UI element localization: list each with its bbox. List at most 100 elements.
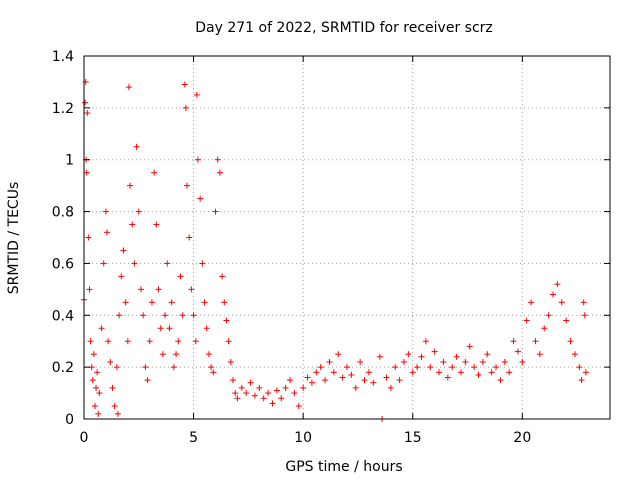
data-point bbox=[104, 229, 111, 236]
data-point bbox=[414, 364, 421, 371]
data-point bbox=[85, 234, 92, 241]
data-point bbox=[107, 358, 114, 365]
data-point bbox=[159, 351, 166, 358]
data-point bbox=[313, 369, 320, 376]
data-point bbox=[184, 182, 191, 189]
data-point bbox=[361, 377, 368, 384]
data-point bbox=[532, 338, 539, 345]
data-point bbox=[396, 377, 403, 384]
data-point bbox=[344, 364, 350, 371]
data-point bbox=[387, 384, 394, 391]
data-point bbox=[475, 371, 482, 378]
data-point bbox=[113, 364, 120, 371]
data-point bbox=[466, 343, 473, 350]
data-point bbox=[335, 351, 342, 358]
y-tick-label: 0.4 bbox=[52, 308, 74, 324]
data-point bbox=[153, 221, 160, 228]
data-point bbox=[247, 379, 254, 386]
data-point bbox=[127, 182, 134, 189]
axis-ticks: 0 0.2 0.4 0.6 0.8 1 1.2 1.4 0 5 10 15 20 bbox=[52, 49, 610, 446]
data-point bbox=[137, 286, 144, 293]
data-point bbox=[125, 84, 132, 91]
data-point bbox=[256, 384, 263, 391]
data-point bbox=[86, 286, 93, 293]
data-point bbox=[148, 299, 155, 306]
data-point bbox=[431, 348, 438, 355]
y-tick-label: 0.6 bbox=[52, 256, 74, 272]
data-point bbox=[114, 410, 121, 417]
data-point bbox=[91, 403, 98, 410]
data-point bbox=[357, 358, 364, 365]
data-point bbox=[162, 312, 169, 319]
data-point bbox=[582, 369, 589, 376]
data-point bbox=[488, 369, 495, 376]
data-point bbox=[98, 325, 105, 332]
data-point bbox=[260, 395, 267, 402]
data-point bbox=[182, 104, 189, 111]
data-point bbox=[210, 369, 217, 376]
data-point bbox=[545, 312, 552, 319]
y-tick-label: 0.2 bbox=[52, 360, 74, 376]
data-point bbox=[203, 325, 210, 332]
data-point bbox=[90, 351, 97, 358]
data-point bbox=[131, 260, 138, 267]
data-point bbox=[580, 299, 587, 306]
data-point bbox=[484, 351, 491, 358]
data-points bbox=[81, 78, 589, 422]
data-point bbox=[190, 312, 197, 319]
data-point bbox=[164, 260, 171, 267]
data-point bbox=[120, 247, 127, 254]
data-point bbox=[124, 338, 131, 345]
data-point bbox=[383, 374, 390, 381]
data-point bbox=[82, 99, 89, 106]
data-point bbox=[135, 208, 142, 215]
data-point bbox=[322, 377, 329, 384]
chart-title: Day 271 of 2022, SRMTID for receiver scr… bbox=[195, 20, 493, 36]
data-point bbox=[94, 369, 101, 376]
data-point bbox=[440, 358, 447, 365]
data-point bbox=[453, 353, 460, 360]
data-point bbox=[554, 281, 561, 288]
data-point bbox=[278, 395, 285, 402]
data-point bbox=[449, 364, 456, 371]
data-point bbox=[216, 169, 223, 176]
data-point bbox=[140, 312, 147, 319]
data-point bbox=[223, 317, 230, 324]
data-point bbox=[212, 208, 219, 215]
data-point bbox=[118, 273, 125, 280]
data-point bbox=[269, 400, 276, 407]
data-point bbox=[170, 364, 177, 371]
data-point bbox=[291, 390, 298, 397]
data-point bbox=[462, 358, 469, 365]
data-point bbox=[578, 377, 585, 384]
data-point bbox=[186, 234, 193, 241]
data-point bbox=[563, 317, 570, 324]
data-point bbox=[181, 81, 188, 88]
data-point bbox=[519, 358, 526, 365]
data-point bbox=[304, 374, 311, 381]
data-point bbox=[87, 338, 94, 345]
data-point bbox=[93, 384, 100, 391]
x-tick-label: 15 bbox=[404, 430, 422, 446]
data-point bbox=[197, 195, 204, 202]
data-point bbox=[83, 169, 90, 176]
data-point bbox=[273, 387, 280, 394]
data-point bbox=[89, 377, 96, 384]
data-point bbox=[444, 374, 451, 381]
data-point bbox=[173, 351, 180, 358]
y-tick-label: 0 bbox=[65, 412, 74, 428]
data-point bbox=[418, 353, 425, 360]
data-point bbox=[581, 312, 588, 319]
data-point bbox=[109, 384, 116, 391]
data-point bbox=[192, 338, 199, 345]
data-point bbox=[201, 299, 208, 306]
data-point bbox=[214, 156, 221, 163]
data-point bbox=[111, 403, 118, 410]
data-point bbox=[352, 384, 359, 391]
data-point bbox=[287, 377, 294, 384]
data-point bbox=[330, 369, 337, 376]
y-tick-label: 1.4 bbox=[52, 49, 74, 65]
data-point bbox=[567, 338, 574, 345]
data-point bbox=[409, 369, 416, 376]
data-point bbox=[422, 338, 429, 345]
